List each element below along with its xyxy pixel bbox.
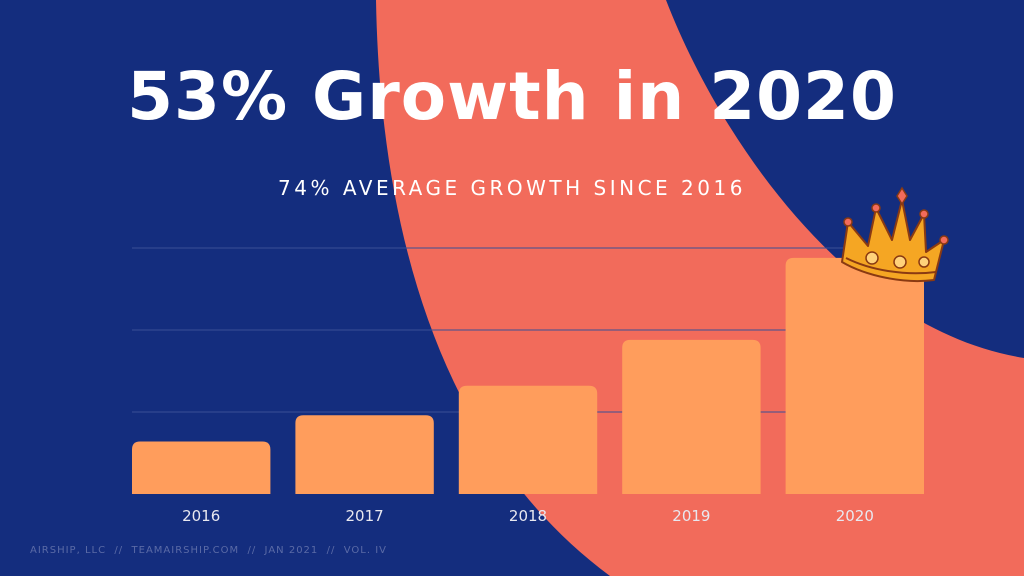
x-tick-label-2016: 2016 — [182, 507, 220, 525]
x-tick-label-2020: 2020 — [836, 507, 874, 525]
bar-2017 — [295, 415, 434, 494]
bar-2018 — [458, 385, 598, 494]
page-subtitle: 74% AVERAGE GROWTH SINCE 2016 — [278, 176, 746, 200]
crown-icon — [841, 186, 949, 283]
bar-2019 — [622, 339, 761, 494]
chart-bars — [132, 257, 924, 494]
bar-2020 — [785, 257, 924, 494]
x-tick-label-2017: 2017 — [346, 507, 384, 525]
x-tick-label-2018: 2018 — [509, 507, 547, 525]
x-tick-label-2019: 2019 — [672, 507, 710, 525]
bar-2016 — [132, 441, 271, 494]
footer-credits: AIRSHIP, LLC // TEAMAIRSHIP.COM // JAN 2… — [30, 545, 387, 556]
page-title: 53% Growth in 2020 — [127, 58, 897, 135]
chart-x-labels: 2016 2017 2018 2019 2020 — [182, 507, 874, 525]
